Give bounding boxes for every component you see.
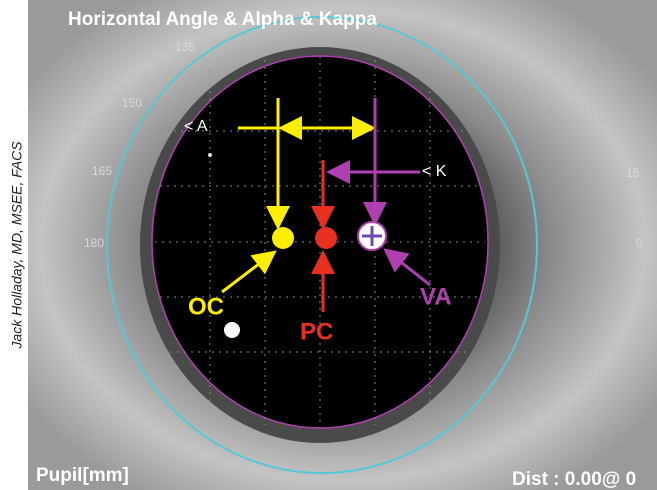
scale-label: 135 bbox=[175, 40, 195, 54]
credit: Jack Holladay, MD, MSEE, FACS bbox=[9, 141, 25, 350]
footer-left: Pupil[mm] bbox=[36, 465, 129, 486]
a-marker: < A bbox=[184, 118, 208, 135]
scale-label: 15 bbox=[626, 166, 640, 180]
scale-label: 180 bbox=[84, 236, 104, 250]
title: Horizontal Angle & Alpha & Kappa bbox=[68, 9, 377, 30]
footer-right: Dist : 0.00@ 0 bbox=[512, 469, 636, 490]
va-label: VA bbox=[420, 283, 452, 310]
page: Horizontal Angle & Alpha & Kappa Jack Ho… bbox=[0, 0, 657, 490]
k-marker: < K bbox=[422, 163, 447, 180]
eye-image: Horizontal Angle & Alpha & Kappa Jack Ho… bbox=[0, 0, 657, 490]
oc-label: OC bbox=[188, 293, 224, 320]
pc-point bbox=[315, 227, 337, 249]
scale-label: 0 bbox=[636, 236, 643, 250]
reflection bbox=[208, 153, 212, 157]
pc-label: PC bbox=[300, 318, 333, 345]
scale-label: 150 bbox=[122, 96, 142, 110]
oc-point bbox=[272, 227, 294, 249]
scale-label: 165 bbox=[92, 164, 112, 178]
reflection bbox=[224, 322, 240, 338]
